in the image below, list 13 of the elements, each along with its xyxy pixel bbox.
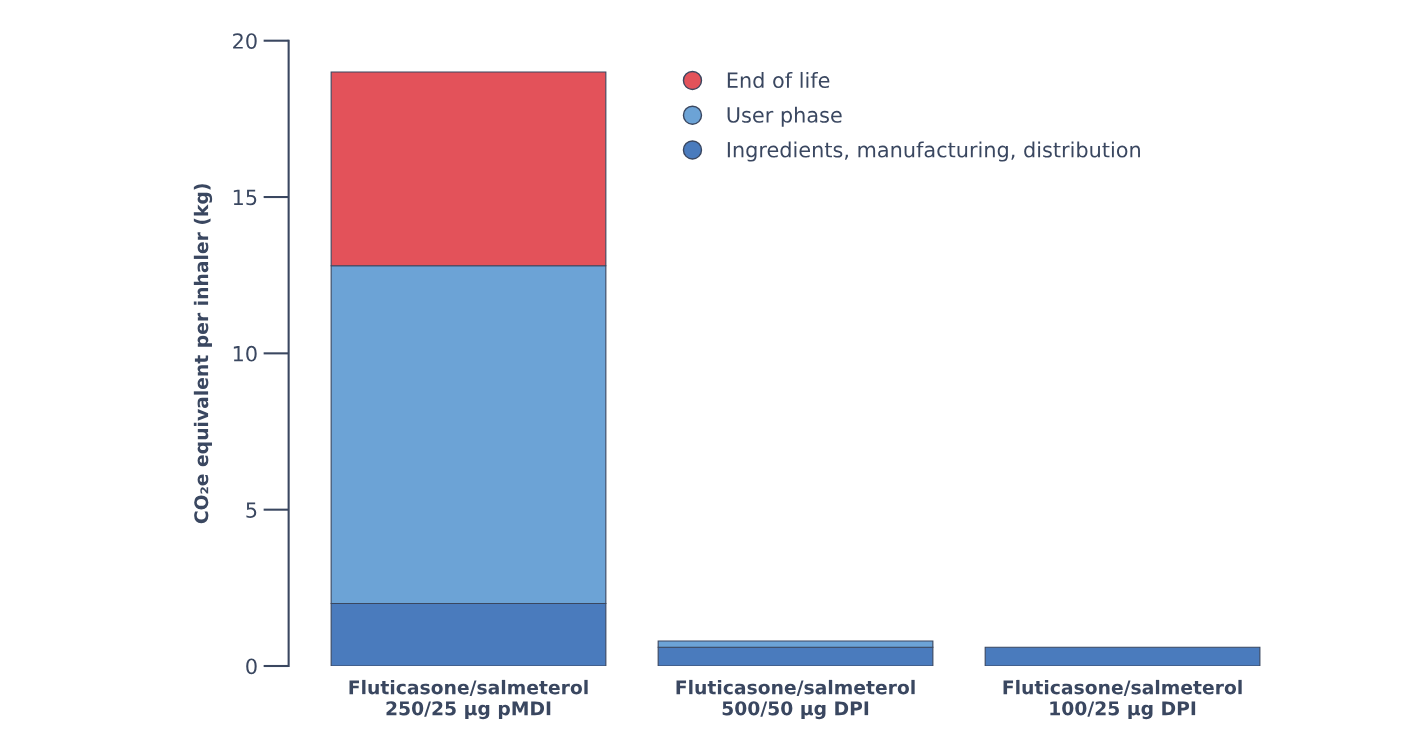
legend-label: End of life — [727, 71, 830, 89]
x-tick-label: Fluticasone/salmeterol 500/50 µg DPI — [676, 679, 915, 720]
y-tick-label: 10 — [233, 345, 257, 362]
legend-label: User phase — [727, 106, 842, 127]
x-tick-label: Fluticasone/salmeterol 100/25 µg DPI — [1003, 679, 1242, 720]
y-tick-label: 20 — [233, 33, 257, 49]
y-axis-title: CO₂e equivalent per inhaler (kg) — [193, 184, 213, 524]
legend-label: Ingredients, manufacturing, distribution — [727, 141, 1140, 162]
y-tick-label: 0 — [246, 658, 257, 675]
x-tick-label: Fluticasone/salmeterol 250/25 µg pMDI — [349, 679, 588, 720]
y-tick-label: 15 — [233, 189, 257, 206]
y-tick-label: 5 — [246, 502, 257, 518]
bar — [984, 646, 1261, 666]
